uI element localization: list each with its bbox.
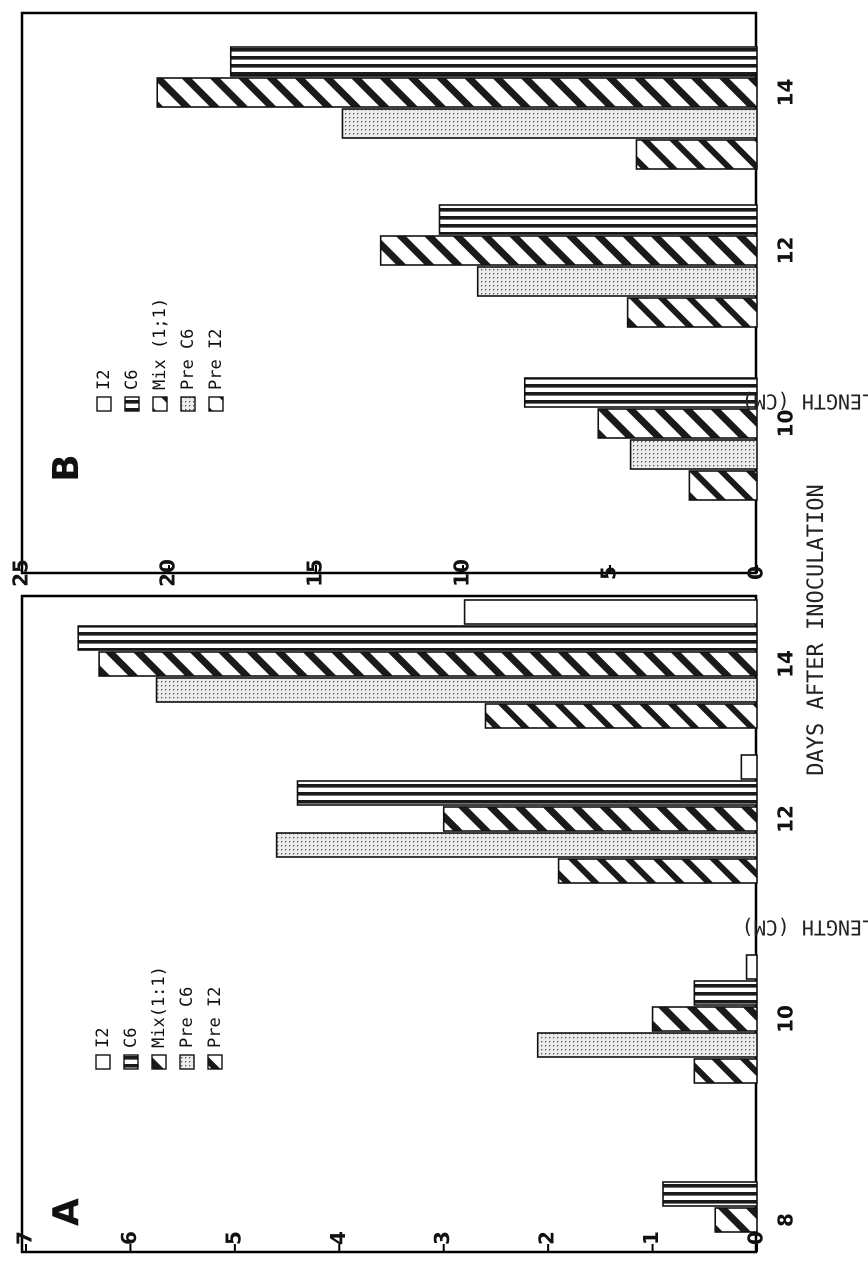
legend-swatch bbox=[208, 396, 224, 412]
bar-mix-1-1-day-10 bbox=[597, 408, 758, 439]
bar-c6-day-14 bbox=[229, 46, 758, 77]
panel-a-y-ticks bbox=[25, 1244, 758, 1252]
bar-pre-i2-day-10 bbox=[693, 1058, 758, 1084]
bar-mix-1-1-day-14 bbox=[98, 651, 758, 677]
bar-c6-day-10 bbox=[693, 980, 758, 1006]
y-tick-label: 5 bbox=[221, 1231, 245, 1245]
legend-item-c6: C6 bbox=[121, 1028, 141, 1070]
y-tick-label: 4 bbox=[326, 1231, 350, 1245]
panel-b-y-tick-labels: 0 5 10 15 20 25 bbox=[9, 559, 768, 587]
legend-swatch bbox=[123, 1054, 139, 1070]
bar-pre-i2-day-14 bbox=[484, 703, 758, 729]
bar-c6-day-14 bbox=[77, 625, 758, 651]
legend-item-c6: C6 bbox=[122, 370, 142, 412]
bar-i2-day-10 bbox=[745, 954, 758, 980]
y-tick-label: 0 bbox=[744, 1231, 768, 1245]
legend-swatch bbox=[95, 1054, 111, 1070]
panel-b-x-tick-labels: 10 12 14 bbox=[774, 79, 798, 438]
shared-xlabel: DAYS AFTER INOCULATION bbox=[804, 484, 829, 775]
y-tick-label: 0 bbox=[744, 566, 768, 580]
panel-b: 0 5 10 15 20 25 10 12 14 LESION LENGTH (CM) B I… bbox=[9, 11, 868, 587]
legend-label: Pre I2 bbox=[206, 329, 226, 390]
panel-b-y-ticks bbox=[21, 565, 758, 573]
bar-pre-c6-day-12 bbox=[476, 266, 758, 297]
y-tick-label: 2 bbox=[535, 1231, 559, 1245]
bar-pre-c6-day-14 bbox=[341, 108, 758, 139]
panel-a-x-tick-labels: 8 10 12 14 bbox=[774, 650, 798, 1227]
legend-label: Pre C6 bbox=[178, 329, 198, 390]
legend-item-pre-i2: Pre I2 bbox=[206, 329, 226, 412]
legend-label: Pre C6 bbox=[177, 987, 197, 1048]
panel-a-legend: I2 C6 Mix(1:1) Pre C6 Pre I2 bbox=[93, 966, 225, 1070]
bar-pre-c6-day-14 bbox=[155, 677, 758, 703]
bar-mix-1-1-day-10 bbox=[651, 1006, 758, 1032]
bar-pre-i2-day-14 bbox=[635, 139, 758, 170]
bar-pre-i2-day-10 bbox=[688, 470, 758, 501]
y-tick-label: 10 bbox=[450, 559, 474, 587]
bar-pre-c6-day-10 bbox=[629, 439, 758, 470]
bar-mix-1-1-day-14 bbox=[156, 77, 758, 108]
legend-swatch bbox=[152, 396, 168, 412]
legend-item-pre-i2: Pre I2 bbox=[205, 987, 225, 1070]
legend-swatch bbox=[207, 1054, 223, 1070]
legend-item-pre-c6: Pre C6 bbox=[177, 987, 197, 1070]
bar-i2-day-14 bbox=[463, 599, 758, 625]
bar-c6-day-10 bbox=[523, 377, 758, 408]
y-tick-label: 15 bbox=[303, 559, 327, 587]
legend-label: Mix (1;1) bbox=[150, 298, 170, 390]
bar-mix-1-1-day-12 bbox=[379, 235, 758, 266]
legend-label: Mix(1:1) bbox=[149, 966, 169, 1048]
legend-swatch bbox=[151, 1054, 167, 1070]
bar-c6-day-8 bbox=[662, 1181, 758, 1207]
legend-item-i2: I2 bbox=[93, 1028, 113, 1070]
bar-pre-c6-day-10 bbox=[536, 1032, 758, 1058]
panel-b-ylabel: LESION LENGTH (CM) bbox=[742, 390, 868, 414]
bar-c6-day-12 bbox=[438, 204, 758, 235]
y-tick-label: 3 bbox=[430, 1231, 454, 1245]
panel-a-bars bbox=[77, 599, 758, 1233]
x-tick-label: 14 bbox=[774, 79, 798, 107]
panel-a-panel-letter: A bbox=[46, 1198, 87, 1226]
bar-i2-day-12 bbox=[740, 754, 758, 780]
x-tick-label: 14 bbox=[774, 650, 798, 678]
legend-swatch bbox=[96, 396, 112, 412]
panel-b-bars bbox=[156, 46, 758, 501]
bar-pre-c6-day-12 bbox=[275, 832, 758, 858]
bar-pre-i2-day-12 bbox=[557, 858, 758, 884]
legend-item-mix-1-1: Mix (1;1) bbox=[150, 298, 170, 412]
legend-label: I2 bbox=[93, 1028, 113, 1048]
panel-a-y-tick-labels: 0 1 2 3 4 5 6 7 bbox=[13, 1231, 768, 1245]
x-tick-label: 8 bbox=[774, 1213, 798, 1227]
x-tick-label: 12 bbox=[774, 805, 798, 833]
panel-a-ylabel: LESION LENGTH (CM) bbox=[742, 916, 868, 940]
y-tick-label: 25 bbox=[9, 559, 33, 587]
legend-label: C6 bbox=[122, 370, 142, 390]
legend-item-mix-1-1: Mix(1:1) bbox=[149, 966, 169, 1070]
legend-item-pre-c6: Pre C6 bbox=[178, 329, 198, 412]
panel-a-frame bbox=[20, 594, 758, 1254]
bar-pre-i2-day-12 bbox=[626, 297, 758, 328]
y-tick-label: 7 bbox=[13, 1231, 37, 1245]
legend-label: C6 bbox=[121, 1028, 141, 1048]
legend-label: Pre I2 bbox=[205, 987, 225, 1048]
bar-c6-day-12 bbox=[296, 780, 758, 806]
panel-b-panel-letter: B bbox=[46, 454, 87, 481]
legend-item-i2: I2 bbox=[94, 370, 114, 412]
y-tick-label: 6 bbox=[117, 1231, 141, 1245]
y-tick-label: 1 bbox=[639, 1231, 663, 1245]
legend-swatch bbox=[179, 1054, 195, 1070]
legend-swatch bbox=[124, 396, 140, 412]
legend-label: I2 bbox=[94, 370, 114, 390]
bar-mix-1-1-day-8 bbox=[714, 1207, 758, 1233]
bar-mix-1-1-day-12 bbox=[442, 806, 758, 832]
y-tick-label: 20 bbox=[156, 559, 180, 587]
x-tick-label: 12 bbox=[774, 237, 798, 265]
legend-swatch bbox=[180, 396, 196, 412]
y-tick-label: 5 bbox=[597, 566, 621, 580]
x-tick-label: 10 bbox=[774, 410, 798, 438]
x-tick-label: 10 bbox=[774, 1005, 798, 1033]
panel-b-legend: I2 C6 Mix (1;1) Pre C6 Pre I2 bbox=[94, 298, 226, 412]
